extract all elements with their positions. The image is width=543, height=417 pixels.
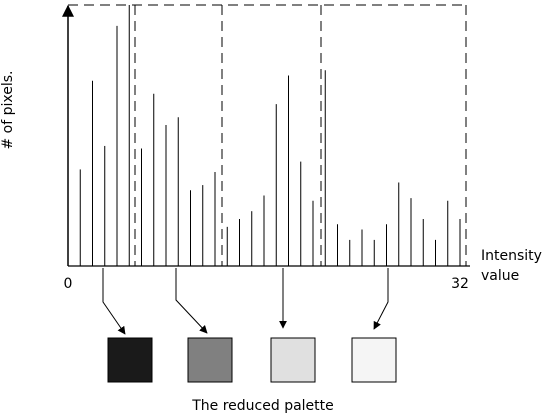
region-dashes [68, 4, 467, 266]
caption: The reduced palette [191, 398, 334, 414]
y-label: # of pixels. [0, 70, 16, 149]
x-tick-label: 0 [64, 276, 73, 292]
x-label: Intensity value [481, 248, 542, 284]
palette-swatch [270, 337, 316, 383]
x-tick-label: 32 [451, 276, 469, 292]
palette-swatch [187, 337, 233, 383]
arrows [102, 268, 389, 335]
palette-swatch [351, 337, 397, 383]
palette-swatch [107, 337, 153, 383]
